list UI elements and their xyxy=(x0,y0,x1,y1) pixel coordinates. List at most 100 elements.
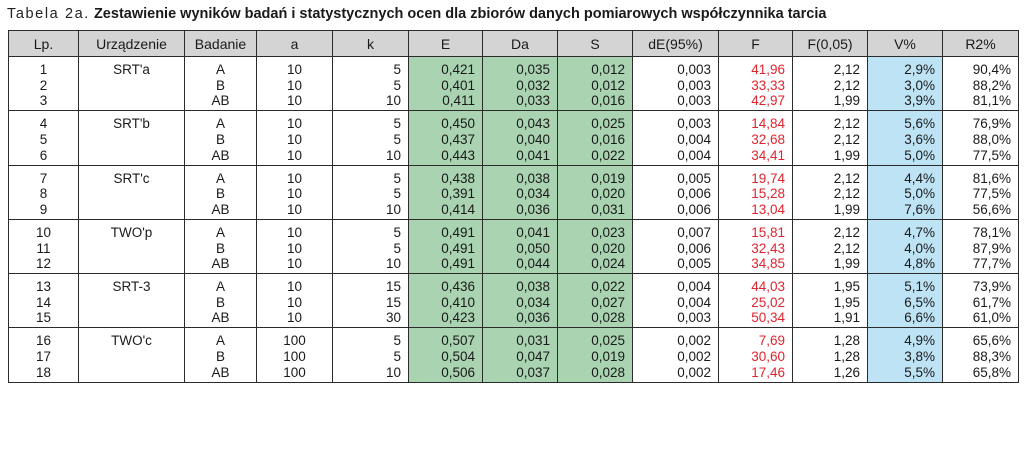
cell-de: 0,003 xyxy=(632,56,719,77)
cell-k: 10 xyxy=(332,201,409,220)
cell-de: 0,003 xyxy=(632,93,719,112)
cell-r2: 87,9% xyxy=(942,239,1019,257)
cell-f: 41,96 xyxy=(718,56,793,77)
cell-de: 0,002 xyxy=(632,364,719,383)
table-label: Tabela 2a. xyxy=(7,6,90,22)
cell-da: 0,033 xyxy=(482,93,558,112)
cell-v: 2,9% xyxy=(867,56,943,77)
cell-v: 3,8% xyxy=(867,348,943,365)
cell-f005: 1,28 xyxy=(792,327,868,349)
column-header: Badanie xyxy=(184,30,257,57)
cell-s: 0,012 xyxy=(557,77,633,94)
cell-a: 10 xyxy=(256,294,333,311)
cell-a: 10 xyxy=(256,219,333,240)
cell-k: 5 xyxy=(332,131,409,148)
cell-e: 0,411 xyxy=(408,93,483,112)
cell-f: 15,81 xyxy=(718,219,793,240)
cell-device: SRT-3 xyxy=(78,273,185,295)
cell-a: 100 xyxy=(256,327,333,349)
cell-f: 34,85 xyxy=(718,256,793,275)
table-row: 16 TWO'c A 100 5 0,507 0,031 0,025 0,002 7,69 1,28… xyxy=(8,327,1019,349)
cell-lp: 9 xyxy=(8,201,79,220)
cell-v: 4,9% xyxy=(867,327,943,349)
cell-lp: 1 xyxy=(8,56,79,77)
cell-r2: 73,9% xyxy=(942,273,1019,295)
table-row: 7 SRT'c A 10 5 0,438 0,038 0,019 0,005 19,74 2,12 4… xyxy=(8,165,1019,186)
cell-v: 4,0% xyxy=(867,239,943,257)
cell-s: 0,016 xyxy=(557,131,633,148)
cell-k: 15 xyxy=(332,273,409,295)
cell-badanie: AB xyxy=(184,310,257,329)
cell-da: 0,034 xyxy=(482,185,558,202)
cell-da: 0,041 xyxy=(482,219,558,240)
cell-lp: 13 xyxy=(8,273,79,295)
cell-e: 0,414 xyxy=(408,201,483,220)
column-header: F(0,05) xyxy=(792,30,868,57)
table-row: 10 TWO'p A 10 5 0,491 0,041 0,023 0,007 15,81 2,12… xyxy=(8,219,1019,240)
cell-a: 10 xyxy=(256,273,333,295)
cell-v: 5,6% xyxy=(867,110,943,132)
cell-e: 0,491 xyxy=(408,239,483,257)
cell-device xyxy=(78,185,185,202)
cell-f005: 1,99 xyxy=(792,93,868,112)
cell-v: 5,0% xyxy=(867,147,943,166)
table-caption: Tabela 2a. Zestawienie wyników badań i s… xyxy=(7,4,826,24)
cell-a: 10 xyxy=(256,310,333,329)
cell-lp: 2 xyxy=(8,77,79,94)
cell-badanie: AB xyxy=(184,201,257,220)
column-header: dE(95%) xyxy=(632,30,719,57)
cell-e: 0,410 xyxy=(408,294,483,311)
cell-lp: 17 xyxy=(8,348,79,365)
cell-da: 0,035 xyxy=(482,56,558,77)
cell-v: 6,6% xyxy=(867,310,943,329)
cell-f005: 1,99 xyxy=(792,147,868,166)
cell-e: 0,506 xyxy=(408,364,483,383)
table-row: 13 SRT-3 A 10 15 0,436 0,038 0,022 0,004 44,03 1,9… xyxy=(8,273,1019,295)
cell-k: 5 xyxy=(332,219,409,240)
cell-da: 0,036 xyxy=(482,310,558,329)
column-header: k xyxy=(332,30,409,57)
cell-de: 0,005 xyxy=(632,256,719,275)
cell-da: 0,041 xyxy=(482,147,558,166)
cell-device xyxy=(78,294,185,311)
cell-f005: 1,95 xyxy=(792,273,868,295)
cell-s: 0,022 xyxy=(557,273,633,295)
cell-f: 30,60 xyxy=(718,348,793,365)
cell-da: 0,037 xyxy=(482,364,558,383)
cell-badanie: AB xyxy=(184,256,257,275)
cell-f: 32,43 xyxy=(718,239,793,257)
cell-f005: 2,12 xyxy=(792,165,868,186)
cell-s: 0,028 xyxy=(557,364,633,383)
table-row: 14 B 10 15 0,410 0,034 0,027 0,004 25,02 1,95 6,5%… xyxy=(8,294,1019,311)
cell-f: 50,34 xyxy=(718,310,793,329)
cell-lp: 12 xyxy=(8,256,79,275)
cell-device xyxy=(78,131,185,148)
cell-k: 5 xyxy=(332,185,409,202)
cell-f005: 2,12 xyxy=(792,110,868,132)
cell-r2: 65,8% xyxy=(942,364,1019,383)
cell-r2: 81,6% xyxy=(942,165,1019,186)
column-header: V% xyxy=(867,30,943,57)
cell-s: 0,025 xyxy=(557,110,633,132)
cell-lp: 16 xyxy=(8,327,79,349)
cell-badanie: B xyxy=(184,77,257,94)
table-row: 12 AB 10 10 0,491 0,044 0,024 0,005 34,85 1,99 4,8… xyxy=(8,256,1019,275)
cell-a: 10 xyxy=(256,256,333,275)
cell-f: 34,41 xyxy=(718,147,793,166)
cell-lp: 4 xyxy=(8,110,79,132)
cell-e: 0,423 xyxy=(408,310,483,329)
cell-da: 0,038 xyxy=(482,273,558,295)
cell-de: 0,006 xyxy=(632,201,719,220)
cell-device: TWO'c xyxy=(78,327,185,349)
cell-k: 5 xyxy=(332,110,409,132)
cell-device: SRT'a xyxy=(78,56,185,77)
cell-v: 5,5% xyxy=(867,364,943,383)
cell-f005: 2,12 xyxy=(792,239,868,257)
cell-f005: 2,12 xyxy=(792,219,868,240)
cell-f005: 1,26 xyxy=(792,364,868,383)
cell-r2: 88,3% xyxy=(942,348,1019,365)
cell-badanie: A xyxy=(184,165,257,186)
cell-k: 10 xyxy=(332,256,409,275)
cell-v: 5,1% xyxy=(867,273,943,295)
cell-f: 33,33 xyxy=(718,77,793,94)
